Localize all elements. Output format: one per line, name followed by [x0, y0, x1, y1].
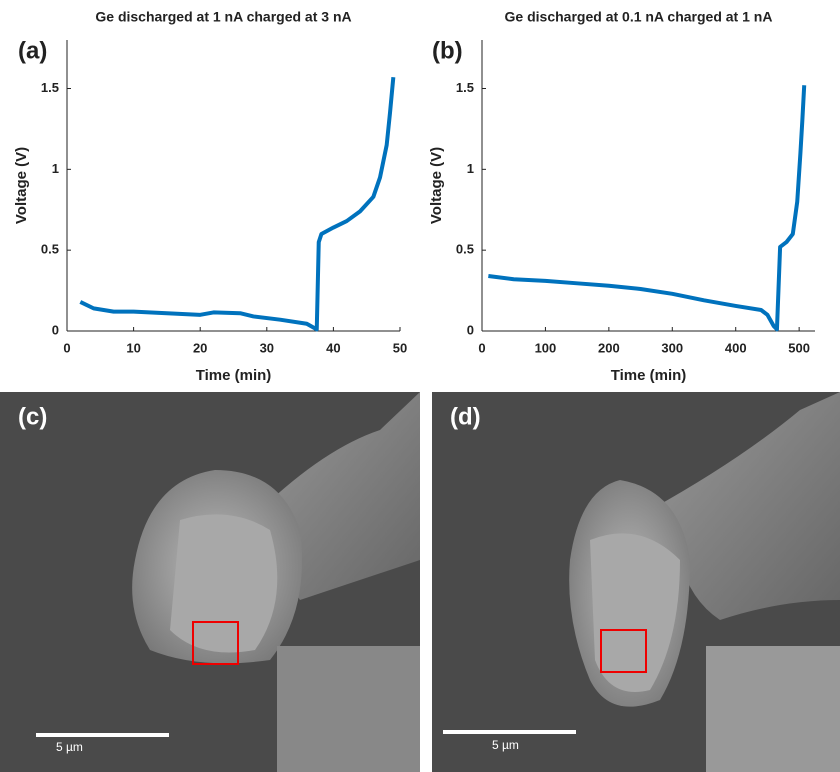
y-axis-label: Voltage (V)	[13, 147, 30, 224]
y-tick-label: 1.5	[456, 80, 474, 95]
data-line	[80, 77, 393, 329]
panel-label: (c)	[18, 403, 47, 430]
y-tick-label: 0.5	[456, 242, 474, 257]
panel-label: (b)	[432, 37, 463, 64]
x-tick-label: 30	[260, 340, 274, 355]
chart-title: Ge discharged at 1 nA charged at 3 nA	[95, 9, 351, 25]
y-tick-label: 0	[467, 322, 474, 337]
x-tick-label: 0	[478, 340, 485, 355]
y-tick-label: 1	[52, 161, 59, 176]
chart-title: Ge discharged at 0.1 nA charged at 1 nA	[505, 9, 773, 25]
scale-bar-label: 5 µm	[492, 738, 519, 752]
sem-panel	[0, 392, 420, 772]
x-tick-label: 40	[326, 340, 340, 355]
x-tick-label: 200	[598, 340, 620, 355]
x-axis-label: Time (min)	[611, 367, 687, 384]
x-tick-label: 0	[63, 340, 70, 355]
figure: (c) 5 µm (d) 5 µm Ge discharged at 1 nA …	[0, 0, 840, 772]
y-tick-label: 1	[467, 161, 474, 176]
data-line	[488, 85, 804, 329]
y-axis-label: Voltage (V)	[428, 147, 445, 224]
x-tick-label: 500	[788, 340, 810, 355]
x-tick-label: 20	[193, 340, 207, 355]
x-tick-label: 100	[535, 340, 557, 355]
panel-label: (d)	[450, 403, 481, 430]
y-tick-label: 0.5	[41, 242, 59, 257]
sem-panel	[432, 392, 840, 772]
x-tick-label: 400	[725, 340, 747, 355]
panel-label: (a)	[18, 37, 47, 64]
x-axis-label: Time (min)	[196, 367, 272, 384]
x-tick-label: 50	[393, 340, 407, 355]
x-tick-label: 300	[661, 340, 683, 355]
y-tick-label: 1.5	[41, 80, 59, 95]
scale-bar-label: 5 µm	[56, 740, 83, 754]
y-tick-label: 0	[52, 322, 59, 337]
x-tick-label: 10	[126, 340, 140, 355]
